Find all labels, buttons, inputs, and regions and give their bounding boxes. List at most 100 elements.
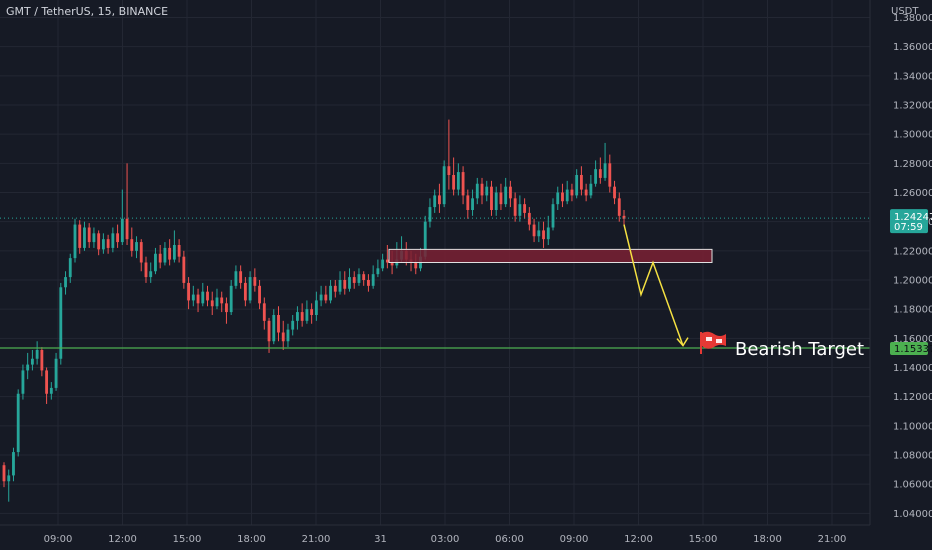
x-tick-label: 15:00 — [689, 534, 718, 545]
y-tick-label: 1.12000 — [893, 392, 932, 403]
candle — [49, 382, 53, 400]
candle-body — [438, 195, 441, 205]
candle-body — [40, 350, 44, 371]
price-axis — [870, 0, 932, 550]
candle — [310, 303, 314, 324]
candle — [286, 323, 290, 348]
candle-body — [414, 262, 418, 269]
y-tick-label: 1.20000 — [893, 276, 932, 287]
candle-body — [182, 256, 186, 283]
candle-body — [130, 239, 134, 251]
candle-body — [305, 309, 309, 321]
candle-body — [262, 303, 266, 321]
candle-body — [376, 268, 380, 275]
candle-body — [598, 169, 602, 178]
candle — [475, 177, 479, 205]
candle — [314, 291, 318, 321]
candle-body — [64, 277, 67, 288]
candle-body — [338, 280, 342, 292]
y-tick-label: 1.22000 — [893, 246, 932, 257]
candle — [480, 177, 484, 205]
last-price-value: 1.24247 — [894, 212, 932, 223]
candle — [305, 300, 309, 324]
candle-body — [16, 393, 20, 453]
candle — [229, 280, 233, 315]
candle — [234, 265, 238, 289]
candle — [452, 157, 456, 196]
candle-body — [504, 186, 508, 205]
candle — [447, 119, 451, 190]
y-tick-label: 1.30000 — [893, 130, 932, 141]
candle — [456, 163, 460, 196]
candle — [343, 271, 347, 295]
projection-path — [623, 224, 684, 346]
candle-body — [556, 192, 560, 205]
candle-body — [196, 294, 200, 304]
x-tick-label: 21:00 — [302, 534, 331, 545]
candle-body — [362, 274, 366, 280]
candle-body — [35, 350, 39, 359]
candle — [45, 367, 49, 404]
candle — [471, 189, 474, 216]
chart-title: GMT / TetherUS, 15, BINANCE — [6, 5, 168, 18]
candle — [428, 198, 432, 228]
candle — [59, 282, 63, 365]
candle-body — [570, 189, 574, 196]
candle-body — [499, 192, 503, 205]
candle-body — [49, 387, 53, 394]
candle-body — [68, 258, 72, 278]
candle-body — [622, 215, 626, 219]
candle — [40, 347, 44, 377]
bearish-target-label: Bearish Target — [735, 339, 864, 360]
candle-body — [54, 358, 58, 388]
candle — [367, 274, 370, 292]
candle-body — [296, 312, 299, 321]
candle — [253, 268, 257, 292]
candle-body — [329, 285, 332, 301]
candle — [376, 259, 380, 278]
last-price-badge — [890, 209, 928, 234]
candle-body — [92, 233, 96, 243]
candle — [64, 271, 67, 295]
candle-body — [106, 239, 110, 248]
candle-body — [2, 465, 6, 482]
candle-body — [579, 175, 583, 190]
x-tick-label: 18:00 — [237, 534, 266, 545]
resistance-zone — [388, 248, 713, 263]
y-tick-label: 1.06000 — [893, 480, 932, 491]
candle-body — [367, 280, 370, 286]
candle-body — [168, 247, 172, 260]
candle-body — [513, 198, 517, 216]
candle — [2, 462, 6, 488]
candle — [617, 192, 621, 222]
candle — [21, 364, 25, 400]
candle — [130, 227, 134, 257]
candle — [163, 242, 167, 266]
candle — [258, 280, 261, 310]
candle — [149, 262, 153, 283]
candle-body — [527, 212, 531, 225]
candle-body — [125, 218, 129, 240]
candle — [277, 306, 280, 342]
candle-body — [149, 271, 153, 278]
candle-body — [277, 315, 280, 333]
candle — [584, 183, 588, 202]
candle — [291, 315, 295, 336]
candle-body — [324, 294, 328, 301]
candle-body — [101, 239, 105, 250]
candle — [243, 277, 247, 307]
candle-body — [286, 329, 290, 342]
candle-body — [357, 274, 361, 283]
candle-body — [248, 277, 252, 301]
candle-body — [319, 294, 323, 301]
candle-body — [12, 452, 15, 476]
x-axis-labels: 09:00 12:00 15:00 18:00 21:00 31 03:00 06:00 09:… — [44, 534, 847, 545]
candle-body — [603, 163, 607, 178]
candle — [106, 234, 110, 254]
candle-body — [201, 291, 205, 304]
x-tick-label: 18:00 — [753, 534, 782, 545]
candle — [589, 175, 593, 199]
candle — [154, 247, 157, 275]
